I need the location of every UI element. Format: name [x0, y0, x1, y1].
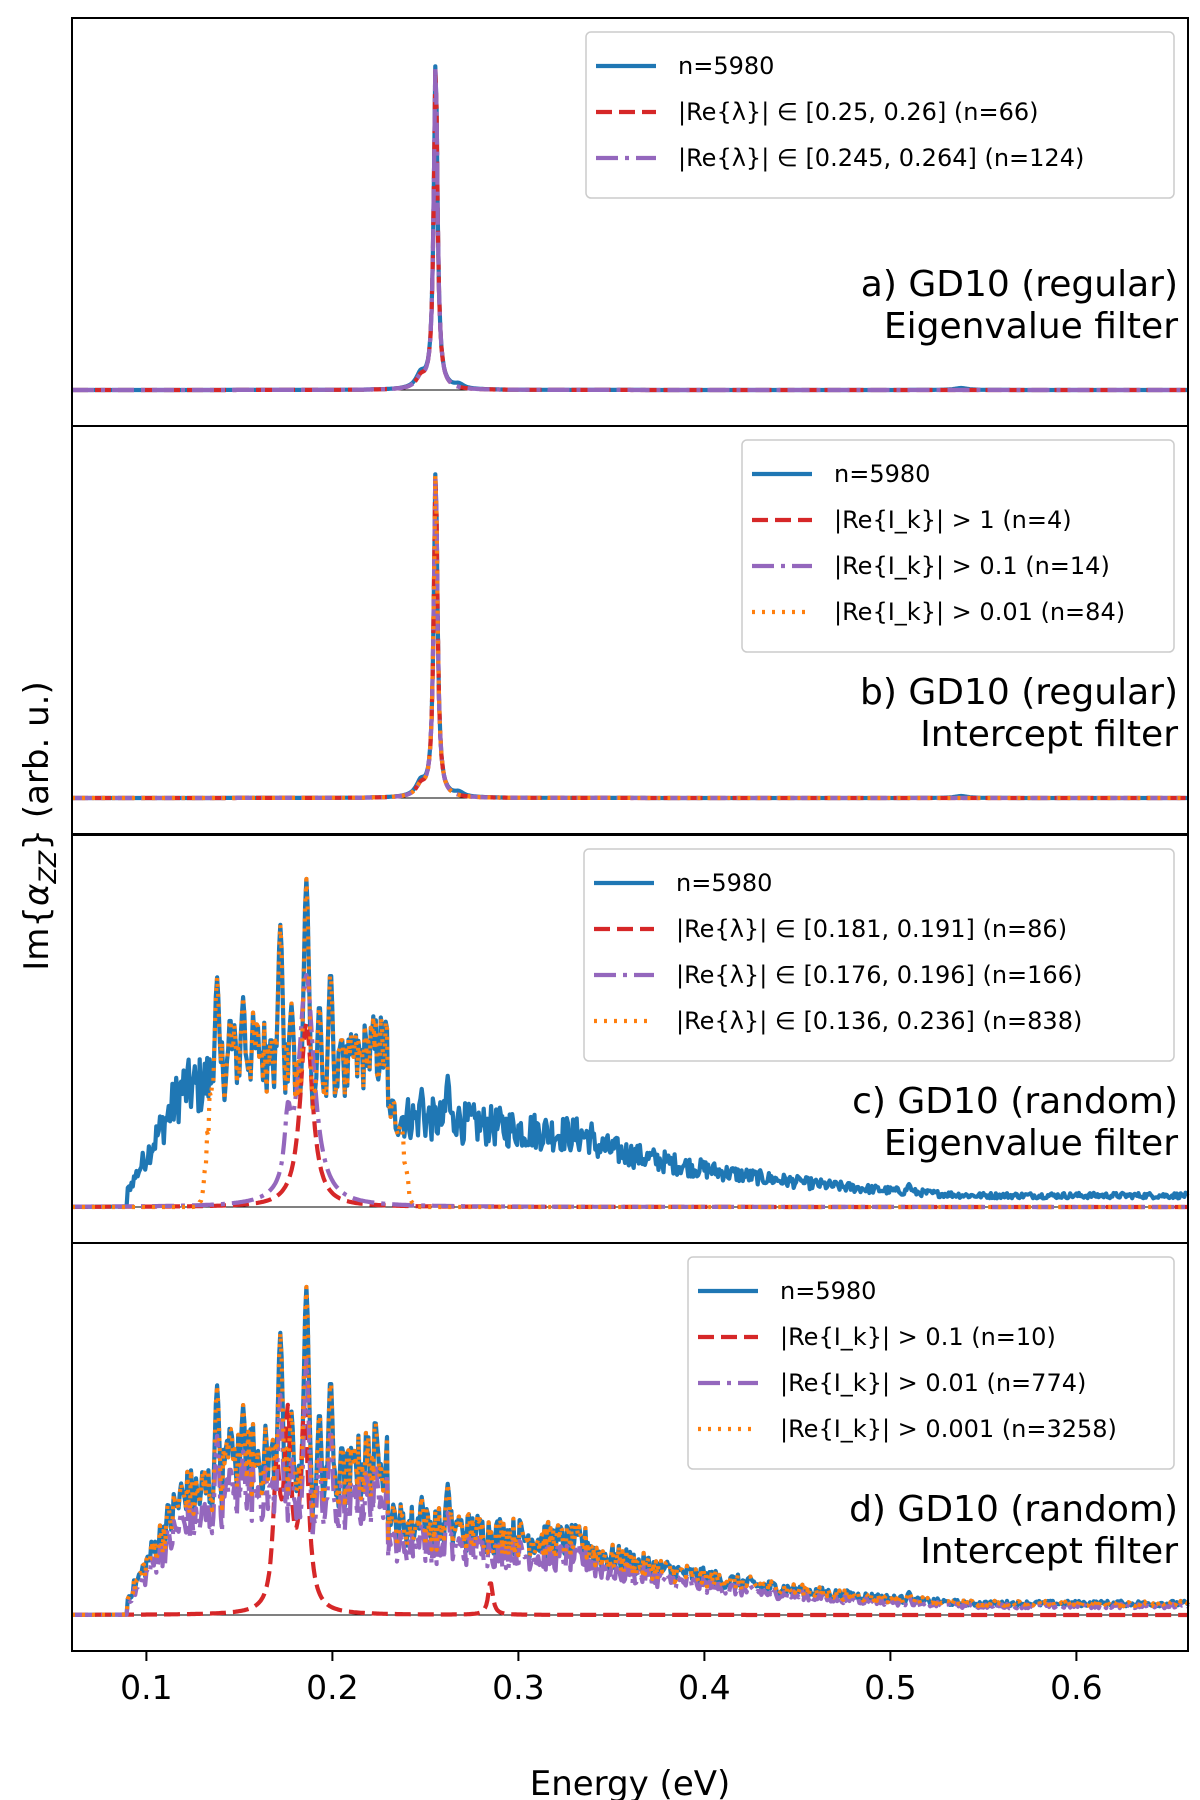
panels: n=5980 |Re{λ}| ∈ [0.25, 0.26] (n=66) |Re{λ…	[71, 17, 1190, 1652]
x-axis: 0.1 0.2 0.3 0.4 0.5 0.6	[120, 1651, 1103, 1707]
x-tick-label: 0.1	[120, 1668, 172, 1707]
legend-label: |Re{I_k}| > 0.01 (n=774)	[780, 1369, 1086, 1397]
x-tick-label: 0.4	[678, 1668, 730, 1707]
panel-title: d) GD10 (random)	[849, 1489, 1178, 1530]
y-axis-label: Im{αZZ} (arb. u.)	[17, 681, 62, 970]
x-tick-label: 0.6	[1050, 1668, 1102, 1707]
x-tick-label: 0.2	[306, 1668, 358, 1707]
legend-label: n=5980	[780, 1277, 876, 1305]
legend-label: |Re{λ}| ∈ [0.245, 0.264] (n=124)	[678, 144, 1084, 172]
series-line	[71, 64, 1189, 393]
panel-subtitle: Intercept filter	[920, 714, 1178, 755]
legend-box	[585, 31, 1175, 199]
legend-label: |Re{λ}| ∈ [0.176, 0.196] (n=166)	[676, 961, 1082, 989]
legend-label: n=5980	[678, 52, 774, 80]
series-line	[71, 1402, 1189, 1618]
legend-label: |Re{λ}| ∈ [0.181, 0.191] (n=86)	[676, 915, 1067, 943]
panel-subtitle: Eigenvalue filter	[884, 306, 1178, 347]
panel-subtitle: Intercept filter	[920, 1531, 1178, 1572]
legend-label: |Re{I_k}| > 0.001 (n=3258)	[780, 1415, 1117, 1443]
panel-a: n=5980 |Re{λ}| ∈ [0.25, 0.26] (n=66) |Re{λ…	[71, 17, 1189, 427]
panel-title: b) GD10 (regular)	[860, 672, 1178, 713]
x-tick-label: 0.5	[864, 1668, 916, 1707]
legend-box	[583, 848, 1175, 1062]
legend-box	[741, 439, 1175, 653]
panel-b: n=5980 |Re{I_k}| > 1 (n=4) |Re{I_k}| > 0.1…	[71, 425, 1189, 835]
panel-d: n=5980 |Re{I_k}| > 0.1 (n=10) |Re{I_k}| > …	[71, 1242, 1190, 1652]
legend-label: |Re{I_k}| > 0.1 (n=14)	[834, 552, 1110, 580]
legend-label: n=5980	[834, 460, 930, 488]
panel-title: c) GD10 (random)	[852, 1081, 1178, 1122]
legend-box	[687, 1256, 1175, 1470]
panel-title: a) GD10 (regular)	[861, 264, 1178, 305]
series-line	[71, 973, 1189, 1210]
x-tick-label: 0.3	[492, 1668, 544, 1707]
legend-label: |Re{I_k}| > 1 (n=4)	[834, 506, 1072, 534]
legend-label: |Re{λ}| ∈ [0.25, 0.26] (n=66)	[678, 98, 1039, 126]
series-line	[71, 876, 1189, 1210]
legend-label: |Re{λ}| ∈ [0.136, 0.236] (n=838)	[676, 1007, 1082, 1035]
series-line	[71, 1284, 1190, 1617]
legend-label: |Re{I_k}| > 0.01 (n=84)	[834, 598, 1125, 626]
panel-frame	[71, 1242, 1189, 1652]
x-axis-label: Energy (eV)	[530, 1764, 731, 1800]
series-line	[71, 472, 1189, 801]
legend-label: n=5980	[676, 869, 772, 897]
panel-c: n=5980 |Re{λ}| ∈ [0.181, 0.191] (n=86) |Re…	[71, 834, 1190, 1244]
legend-label: |Re{I_k}| > 0.1 (n=10)	[780, 1323, 1056, 1351]
panel-subtitle: Eigenvalue filter	[884, 1123, 1178, 1164]
